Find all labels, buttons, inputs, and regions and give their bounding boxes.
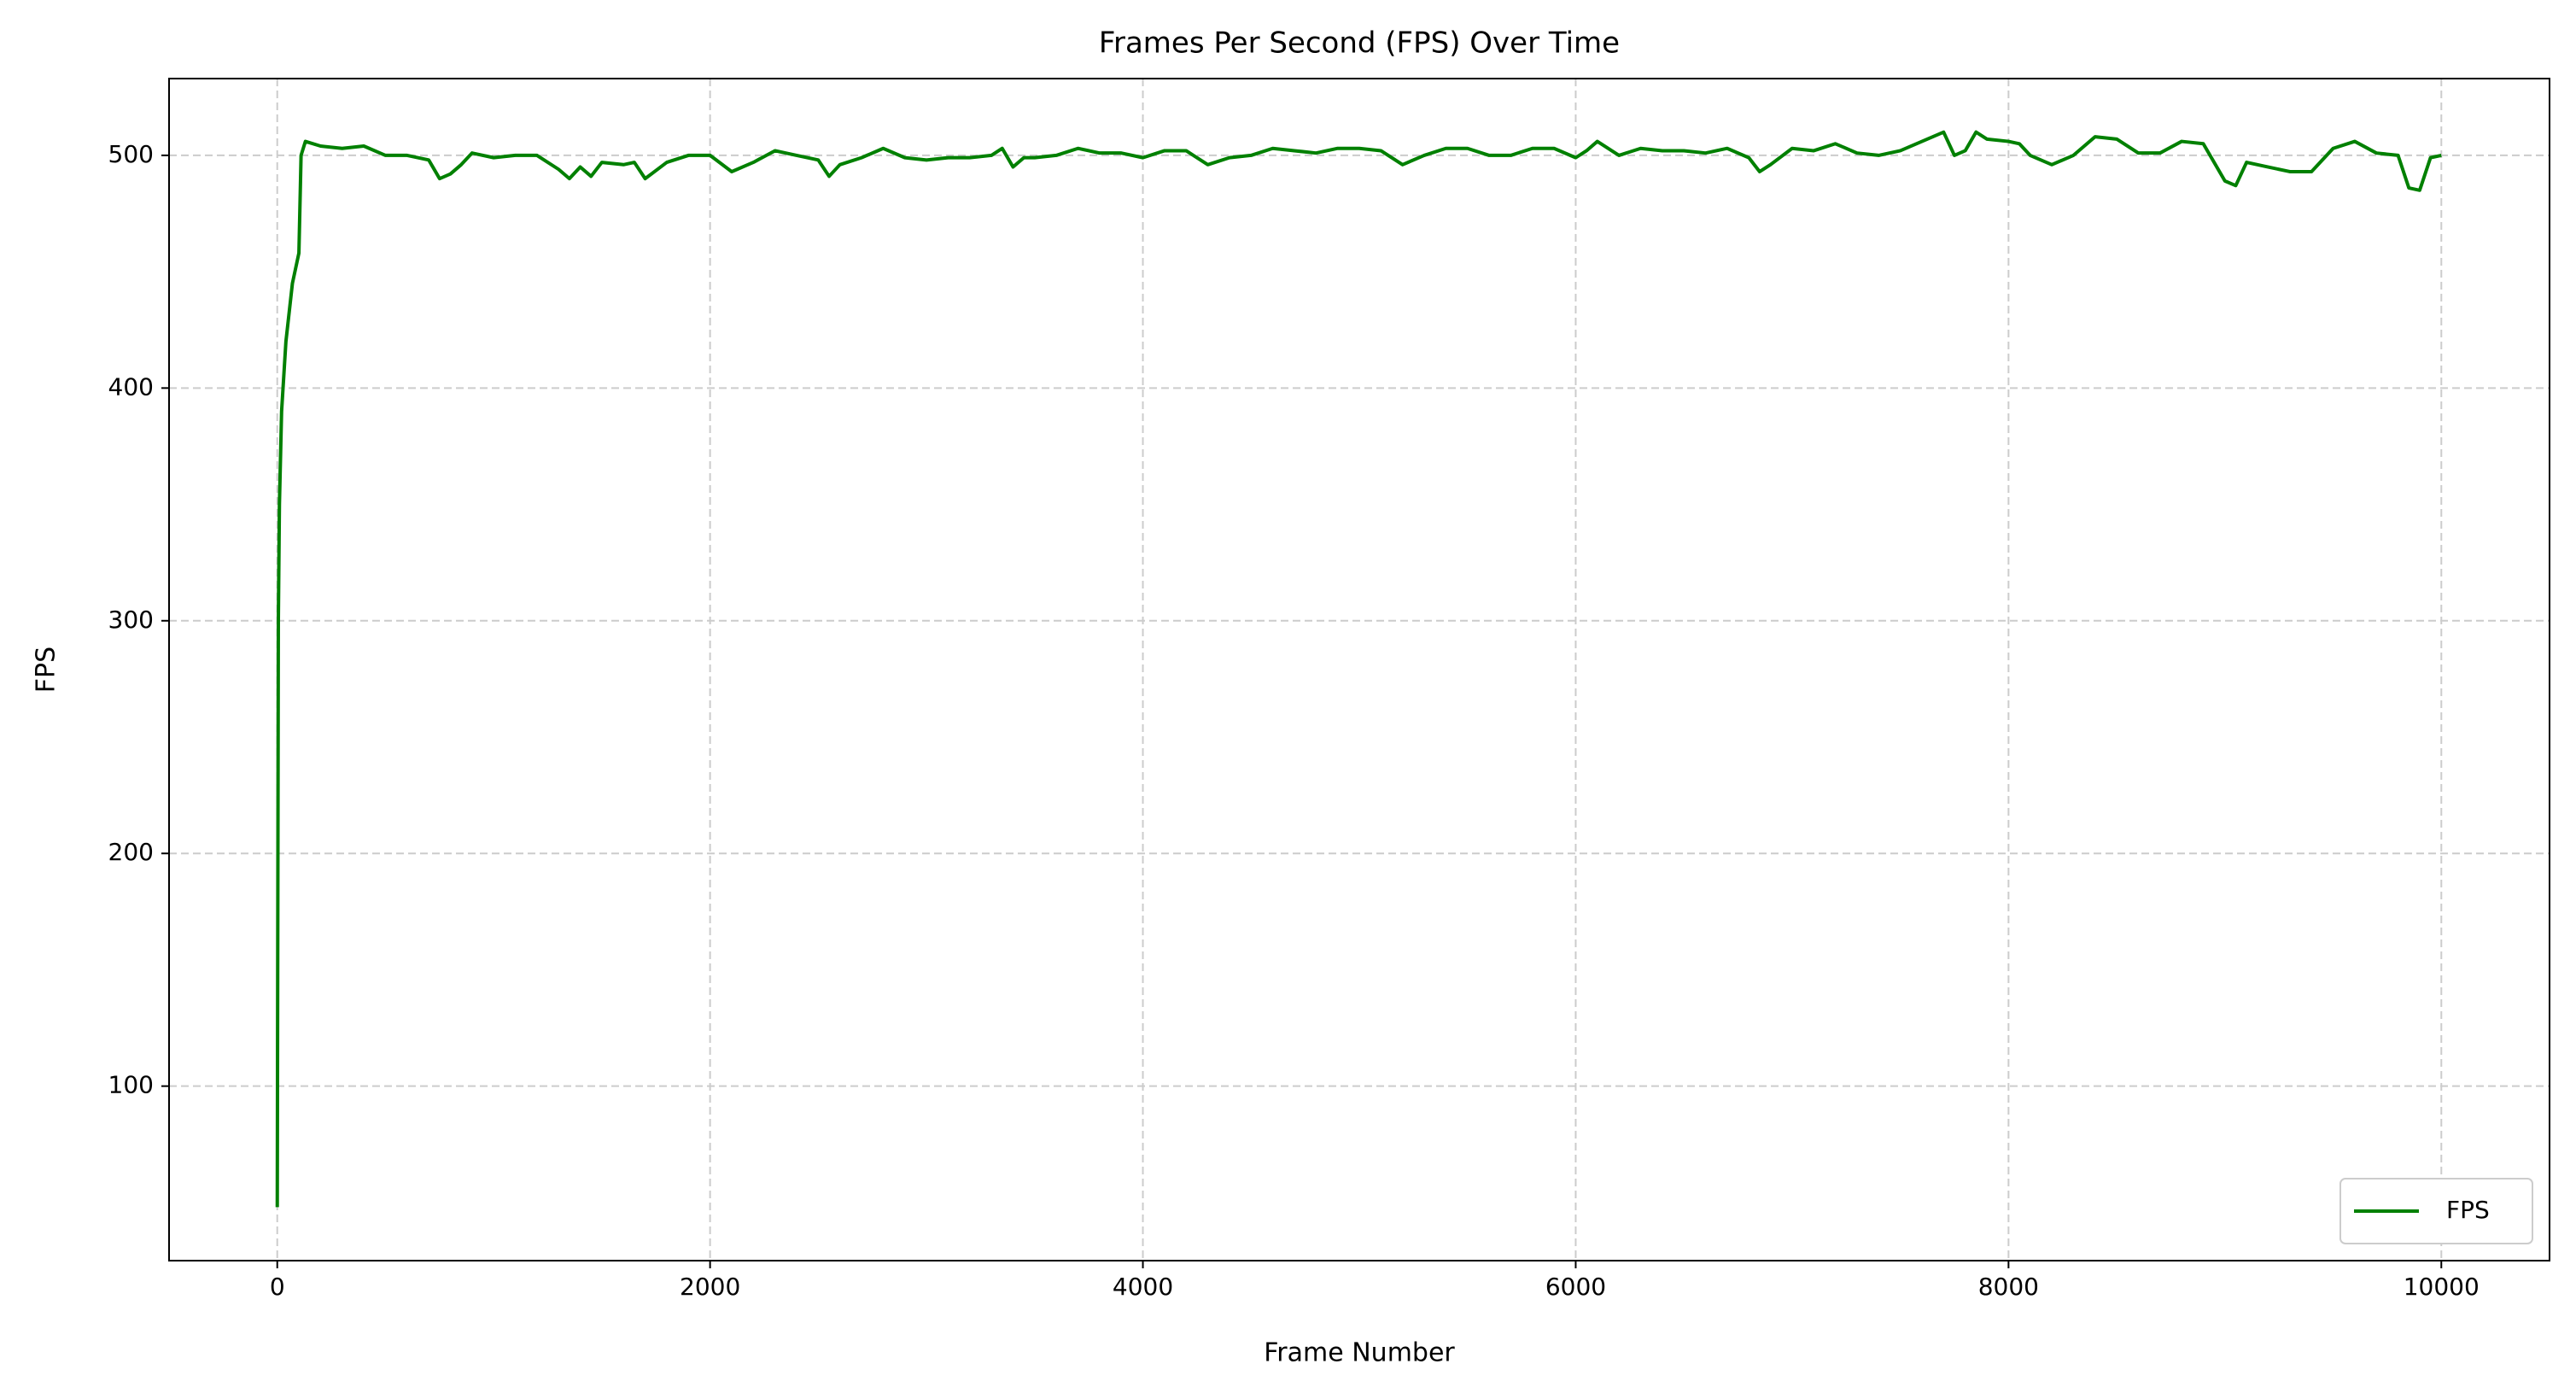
y-axis-label: FPS <box>32 647 61 693</box>
legend-label: FPS <box>2446 1196 2490 1224</box>
legend: FPS <box>2339 1178 2533 1244</box>
x-tick-label: 10000 <box>2404 1273 2480 1301</box>
y-tick-label: 300 <box>108 606 154 634</box>
y-tick-label: 400 <box>108 372 154 401</box>
x-tick-label: 6000 <box>1545 1273 1606 1301</box>
y-tick-label: 500 <box>108 140 154 168</box>
plot-frame <box>168 78 2550 1261</box>
data-line <box>275 130 2442 1208</box>
x-tick-label: 2000 <box>680 1273 740 1301</box>
y-tick-label: 200 <box>108 838 154 866</box>
x-tick-label: 8000 <box>1978 1273 2039 1301</box>
y-tick-label: 100 <box>108 1071 154 1099</box>
x-axis-label: Frame Number <box>1264 1338 1455 1368</box>
legend-box <box>2339 1178 2533 1244</box>
x-tick-label: 4000 <box>1113 1273 1173 1301</box>
chart-title: Frames Per Second (FPS) Over Time <box>1099 26 1620 61</box>
x-tick-label: 0 <box>270 1273 285 1301</box>
